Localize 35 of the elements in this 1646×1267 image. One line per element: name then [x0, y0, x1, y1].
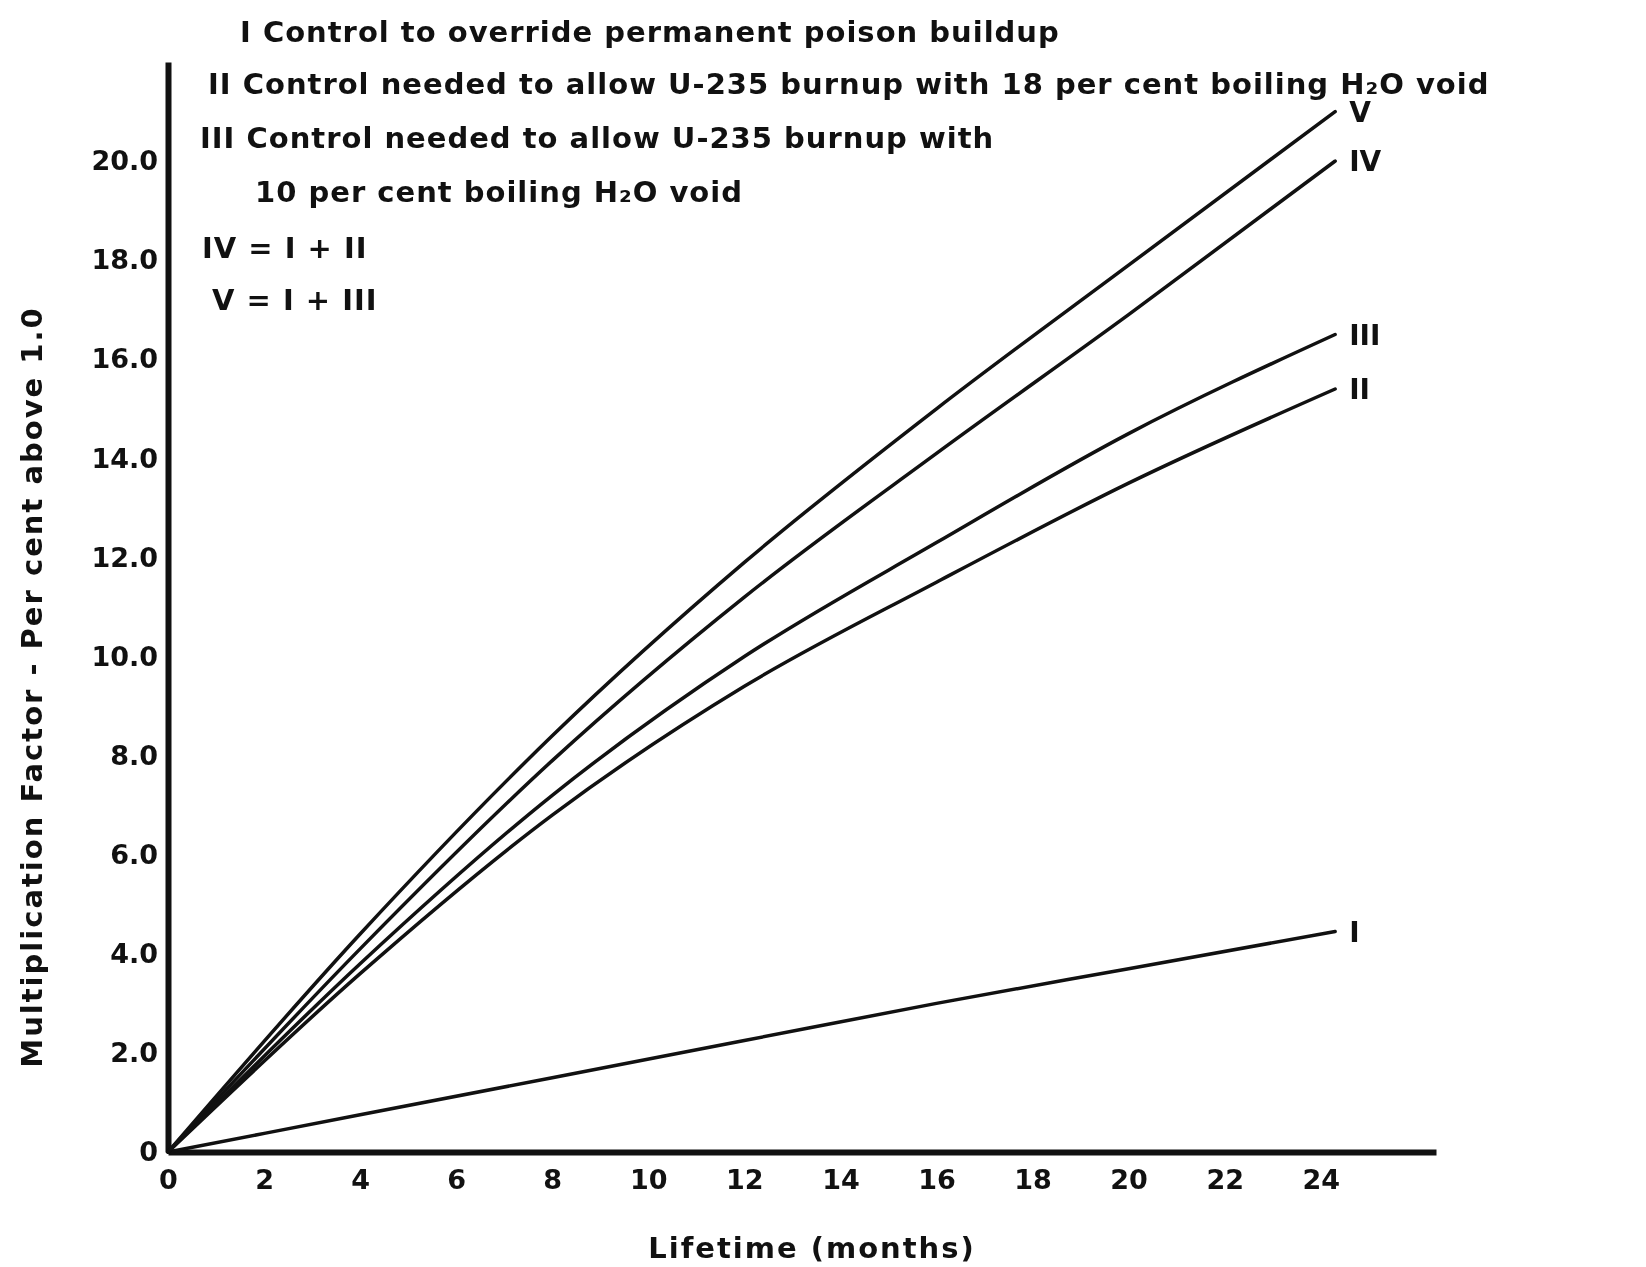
y-tick-label: 14.0 — [91, 442, 158, 474]
y-tick-label: 6.0 — [110, 838, 158, 870]
x-tick-label: 8 — [543, 1164, 563, 1196]
annotation: 10 per cent boiling H₂O void — [255, 175, 743, 209]
y-axis-title: Multiplication Factor - Per cent above 1.0 — [15, 306, 49, 1068]
series-label: III — [1349, 318, 1381, 352]
x-tick-label: 12 — [726, 1164, 764, 1196]
x-tick-label: 4 — [351, 1164, 371, 1196]
x-tick-label: 14 — [822, 1164, 860, 1196]
x-tick-label: 6 — [447, 1164, 467, 1196]
x-tick-label: 18 — [1014, 1164, 1052, 1196]
annotation: V = I + III — [212, 283, 378, 317]
series-label: IV — [1349, 145, 1382, 179]
text: I Control to override permanent poison buildup — [240, 15, 1060, 49]
x-tick-label: 10 — [630, 1164, 668, 1196]
series-label: II — [1349, 373, 1370, 406]
x-tick-label: 16 — [918, 1164, 956, 1196]
x-tick-label: 24 — [1302, 1164, 1341, 1196]
y-tick-label: 8.0 — [110, 739, 158, 771]
y-tick-label: 2.0 — [110, 1037, 158, 1069]
annotation: III Control needed to allow U-235 burnup with — [200, 121, 995, 155]
annotation: IV = I + II — [202, 231, 368, 265]
y-tick-label: 10.0 — [91, 640, 158, 672]
x-tick-label: 2 — [255, 1164, 274, 1196]
y-tick-label: 16.0 — [91, 343, 158, 375]
y-tick-label: 0 — [139, 1136, 158, 1168]
y-tick-label: 18.0 — [91, 244, 158, 276]
x-tick-label: 0 — [159, 1164, 178, 1196]
y-tick-label: 20.0 — [91, 145, 158, 177]
y-tick-label: 4.0 — [110, 937, 158, 969]
x-tick-label: 22 — [1206, 1164, 1244, 1196]
x-axis-title: Lifetime (months) — [648, 1231, 976, 1265]
series-label: I — [1349, 915, 1360, 949]
x-tick-label: 20 — [1110, 1164, 1148, 1196]
y-tick-label: 12.0 — [91, 541, 158, 573]
